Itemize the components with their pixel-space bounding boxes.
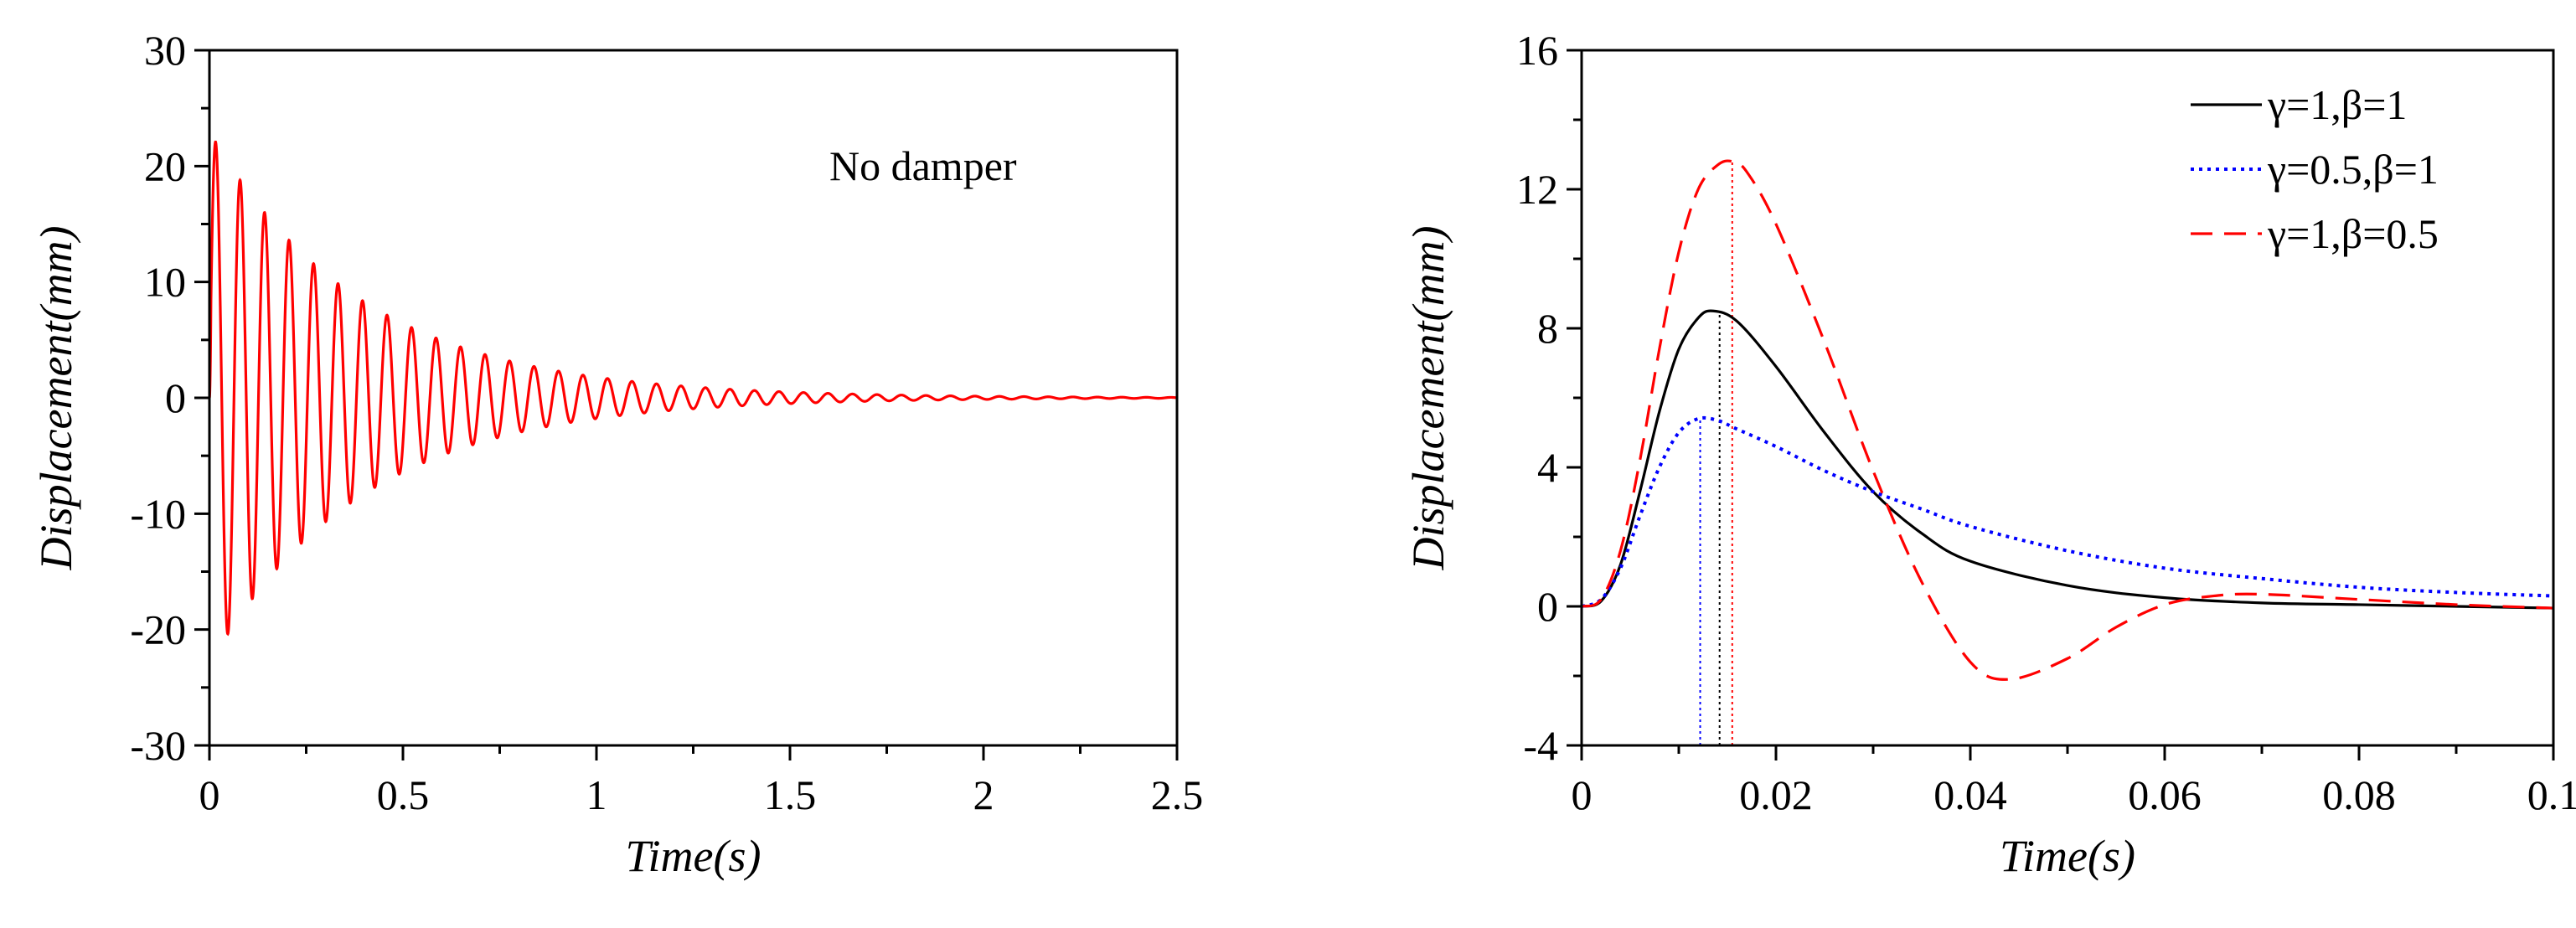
right-peak-markers [1699, 161, 1733, 745]
left-ytick-label: 30 [144, 27, 186, 74]
left-xtick-label: 0.5 [377, 771, 430, 818]
right-ticks [1567, 49, 2555, 760]
left-xtick-label: 1 [586, 771, 607, 818]
right-ytick-label: 4 [1537, 444, 1558, 491]
legend-label-1: γ=1,β=1 [2267, 81, 2407, 128]
left-xtick-label: 2.5 [1151, 771, 1204, 818]
series-no-damper [208, 140, 1178, 637]
left-ytick-label: 20 [144, 142, 186, 189]
right-y-axis-label: Displacement(mm) [1403, 226, 1453, 571]
right-xtick-label: 0.06 [2128, 771, 2202, 818]
right-x-axis-label: Time(s) [2000, 831, 2135, 881]
left-xtick-label: 2 [973, 771, 994, 818]
no-damper-annotation: No damper [829, 142, 1017, 189]
right-ytick-label: -4 [1523, 722, 1558, 769]
left-ticks [194, 49, 1179, 760]
right-xtick-label: 0.08 [2322, 771, 2396, 818]
right-ytick-label: 16 [1516, 27, 1558, 74]
right-xtick-label: 0.04 [1933, 771, 2007, 818]
left-tick-labels: 0 0.5 1 1.5 2 2.5 -30 -20 -10 0 10 20 30 [130, 27, 1203, 818]
series-line-1 [1581, 309, 2554, 610]
right-plot: 0 0.02 0.04 0.06 0.08 0.1 -4 0 4 8 12 16 Time(s) Di… [1403, 27, 2576, 881]
legend: γ=1,β=1 γ=0.5,β=1 γ=1,β=0.5 [2191, 81, 2439, 257]
legend-label-2: γ=0.5,β=1 [2267, 146, 2439, 193]
left-ytick-label: -20 [130, 606, 186, 653]
series-line-3 [1581, 159, 2554, 681]
left-ytick-label: 0 [165, 374, 186, 421]
right-plot-frame [1580, 49, 2555, 747]
left-series-group [208, 140, 1178, 637]
left-plot: 0 0.5 1 1.5 2 2.5 -30 -20 -10 0 10 20 30 Time(s) Dis… [31, 27, 1203, 881]
left-x-axis-label: Time(s) [626, 831, 761, 881]
right-xtick-label: 0 [1572, 771, 1593, 818]
right-ytick-label: 8 [1537, 305, 1558, 352]
right-ytick-label: 0 [1537, 583, 1558, 630]
legend-label-3: γ=1,β=0.5 [2267, 210, 2439, 257]
series-line-2 [1581, 415, 2554, 608]
right-ytick-label: 12 [1516, 166, 1558, 213]
left-xtick-label: 1.5 [764, 771, 817, 818]
right-xtick-label: 0.02 [1739, 771, 1813, 818]
left-ytick-label: -30 [130, 722, 186, 769]
right-series-group [1581, 159, 2554, 681]
left-ytick-label: -10 [130, 490, 186, 537]
left-ytick-label: 10 [144, 259, 186, 306]
right-tick-labels: 0 0.02 0.04 0.06 0.08 0.1 -4 0 4 8 12 16 [1516, 27, 2576, 818]
left-plot-frame [208, 49, 1179, 747]
right-xtick-label: 0.1 [2527, 771, 2576, 818]
left-xtick-label: 0 [199, 771, 220, 818]
left-y-axis-label: Displacement(mm) [31, 226, 81, 571]
